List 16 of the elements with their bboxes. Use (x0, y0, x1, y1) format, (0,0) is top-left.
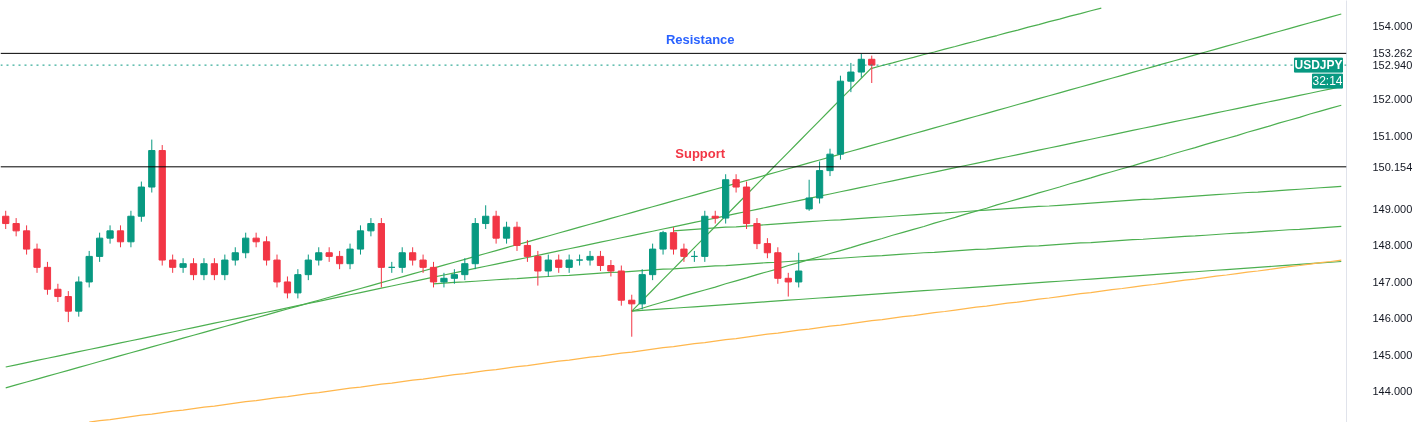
y-tick-label: 150.154 (1372, 160, 1413, 173)
y-tick-label: 144.000 (1372, 385, 1413, 398)
ref-line-label: Support (675, 145, 726, 161)
y-tick-label: 151.000 (1372, 129, 1413, 142)
annotation: 32:14 (1312, 74, 1343, 89)
y-tick-label: 153.262 (1372, 47, 1413, 60)
y-tick-label: 146.000 (1372, 312, 1413, 325)
y-tick-label: 147.000 (1372, 275, 1413, 288)
y-tick-label: 148.000 (1372, 239, 1413, 252)
y-tick-label: 154.000 (1372, 20, 1413, 33)
ref-line-label: Resistance (665, 32, 735, 48)
y-tick-label: 145.000 (1372, 348, 1413, 361)
y-tick-label: 152.000 (1372, 93, 1413, 106)
ref-line-label: USDJPY (1294, 58, 1343, 73)
y-tick-label: 152.940 (1372, 59, 1413, 72)
y-tick-label: 149.000 (1372, 202, 1413, 215)
